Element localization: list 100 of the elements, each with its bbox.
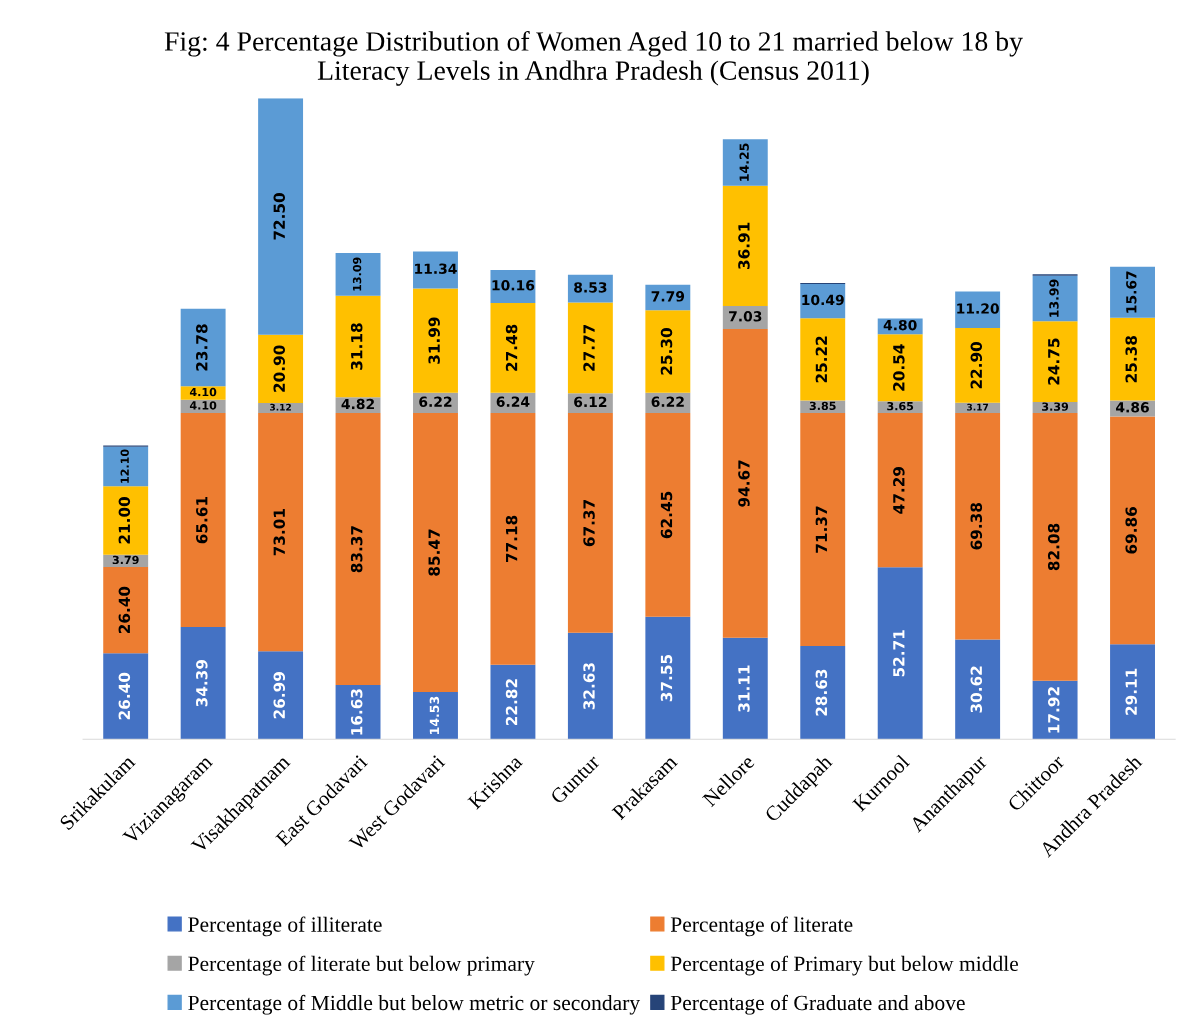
bar [877,334,923,402]
data-label: 21.00 [118,497,131,544]
data-label: 73.01 [273,509,286,556]
data-label: 4.10 [189,401,217,410]
bar [413,413,458,692]
data-label: 20.54 [893,344,905,391]
data-label: 3.79 [112,555,139,565]
data-label: 6.12 [574,396,607,408]
data-label: 25.22 [815,336,828,383]
bar [567,302,613,394]
bar [258,98,304,335]
data-label: 83.37 [350,526,363,573]
data-label: 3.39 [1042,402,1069,411]
data-label: 37.55 [660,654,673,702]
bar [722,637,768,740]
bar [490,664,536,740]
data-label: 6.24 [496,396,530,407]
data-label: 77.18 [505,515,518,563]
data-label: 27.77 [583,324,595,371]
data-label: 10.49 [802,294,844,306]
bar [567,632,613,740]
data-label: 10.16 [492,280,535,291]
bar [722,139,768,186]
bar [1110,416,1155,645]
bar [645,310,691,393]
bar [800,413,846,646]
data-label: 69.38 [970,503,983,550]
data-label: 47.29 [893,467,905,514]
data-label: 71.37 [815,506,828,553]
data-label: 52.71 [893,630,905,677]
bar [645,616,691,740]
data-label: 65.61 [196,497,208,544]
data-label: 20.90 [273,345,286,392]
legend-label: Percentage of literate but below primary [188,955,535,976]
data-label: 34.39 [196,660,208,707]
data-label: 30.62 [970,666,983,713]
bar [1032,321,1078,403]
data-label: 32.63 [583,663,595,710]
legend-label: Percentage of Primary but below middle [670,955,1019,976]
data-label: 14.25 [739,143,749,181]
data-label: 13.09 [352,257,362,291]
bar [103,567,149,654]
data-label: 4.10 [189,387,217,397]
data-label: 7.03 [729,311,762,322]
data-label: 11.34 [415,263,457,274]
legend-label: Percentage of literate [670,916,853,937]
data-label: 82.08 [1047,523,1060,571]
data-label: 3.12 [270,403,291,411]
data-label: 31.99 [428,317,440,364]
bar [1032,413,1078,681]
bar [1110,266,1155,318]
data-label: 6.22 [651,396,684,407]
data-label: 16.63 [350,689,363,735]
bar [258,413,304,652]
data-label: 4.80 [883,319,917,331]
data-label: 85.47 [428,529,440,576]
data-label: 26.99 [273,672,286,719]
data-label: 67.37 [583,500,595,547]
data-label: 22.90 [970,341,983,389]
bar [258,334,304,403]
data-label: 29.11 [1125,668,1137,715]
bar [180,308,226,387]
bar [335,252,381,296]
data-label: 11.20 [957,303,999,314]
data-label: 13.99 [1049,279,1059,317]
bar [258,651,304,740]
bar [180,627,226,740]
data-label: 26.40 [118,672,131,720]
data-label: 22.82 [505,679,518,726]
bar [103,446,149,487]
data-label: 4.86 [1116,402,1149,413]
data-label: 3.85 [809,401,836,411]
bar [955,639,1001,740]
bar [1110,644,1155,740]
data-label: 25.30 [660,328,673,375]
data-label: 17.92 [1047,687,1060,733]
data-label: 3.65 [887,401,914,411]
bar [722,329,768,638]
bar [877,567,923,740]
chart-title: Fig: 4 Percentage Distribution of Women Aged 10 to 21 married below 18 by Literacy Levels in Andhra Pradesh (Census 2011) [164,31,1023,86]
bar [1032,680,1078,740]
bar [1032,275,1078,322]
data-label: 14.53 [429,696,440,734]
data-label: 7.79 [651,291,685,302]
data-label: 6.22 [419,396,452,407]
bar [413,691,458,740]
bar [800,318,846,401]
bar [955,413,1001,640]
data-label: 4.82 [341,398,374,410]
data-label: 72.50 [273,193,286,240]
bar [180,413,226,628]
bar [800,645,846,740]
bar [567,413,613,633]
bar [490,303,536,393]
legend-label: Percentage of Middle but below metric or secondary [188,994,641,1015]
data-label: 23.78 [196,324,208,371]
bar [103,486,149,555]
data-label: 24.75 [1047,338,1060,385]
data-label: 12.10 [120,449,129,483]
legend-label: Percentage of illiterate [188,916,382,937]
